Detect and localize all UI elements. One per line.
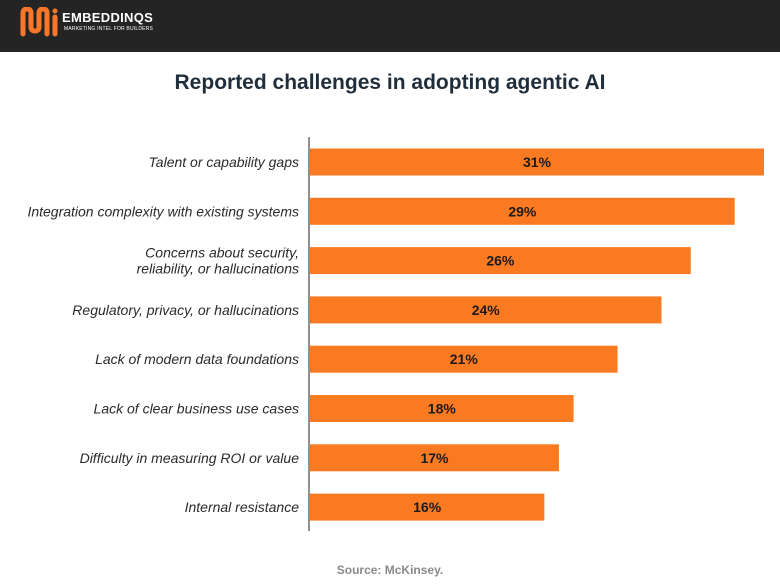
- category-label: Difficulty in measuring ROI or value: [80, 450, 300, 466]
- category-label: Lack of modern data foundations: [95, 351, 299, 367]
- category-label: Internal resistance: [185, 499, 300, 515]
- bar-value-label: 16%: [413, 499, 442, 515]
- bar: [310, 296, 662, 324]
- bar: [310, 247, 691, 275]
- bar-value-label: 17%: [420, 450, 449, 466]
- category-label: Regulatory, privacy, or hallucinations: [72, 302, 299, 318]
- bar-value-label: 18%: [428, 401, 457, 417]
- bar: [310, 493, 545, 521]
- category-label: Integration complexity with existing sys…: [27, 203, 299, 219]
- bar-value-label: 24%: [472, 302, 501, 318]
- category-label: Talent or capability gaps: [149, 154, 299, 170]
- bar-value-label: 21%: [450, 351, 479, 367]
- bar: [310, 148, 764, 176]
- category-label: Lack of clear business use cases: [94, 401, 299, 417]
- bar: [310, 444, 559, 472]
- logo-mark-icon: [20, 7, 58, 37]
- logo-wordmark: EMBEDDINQS: [62, 10, 154, 25]
- bar-value-label: 31%: [523, 154, 552, 170]
- chart-title: Reported challenges in adopting agentic …: [174, 71, 606, 94]
- header-bar: EMBEDDINQS MARKETING INTEL FOR BUILDERS: [0, 0, 780, 52]
- bar-value-label: 29%: [508, 203, 537, 219]
- category-label: reliability, or hallucinations: [137, 261, 299, 277]
- bar: [310, 345, 618, 373]
- category-label: Concerns about security,: [145, 245, 299, 261]
- bar-value-label: 26%: [486, 253, 515, 269]
- source-note: Source: McKinsey.: [336, 563, 444, 577]
- bar: [310, 197, 735, 225]
- logo-tagline: MARKETING INTEL FOR BUILDERS: [64, 26, 154, 32]
- bar: [310, 395, 574, 422]
